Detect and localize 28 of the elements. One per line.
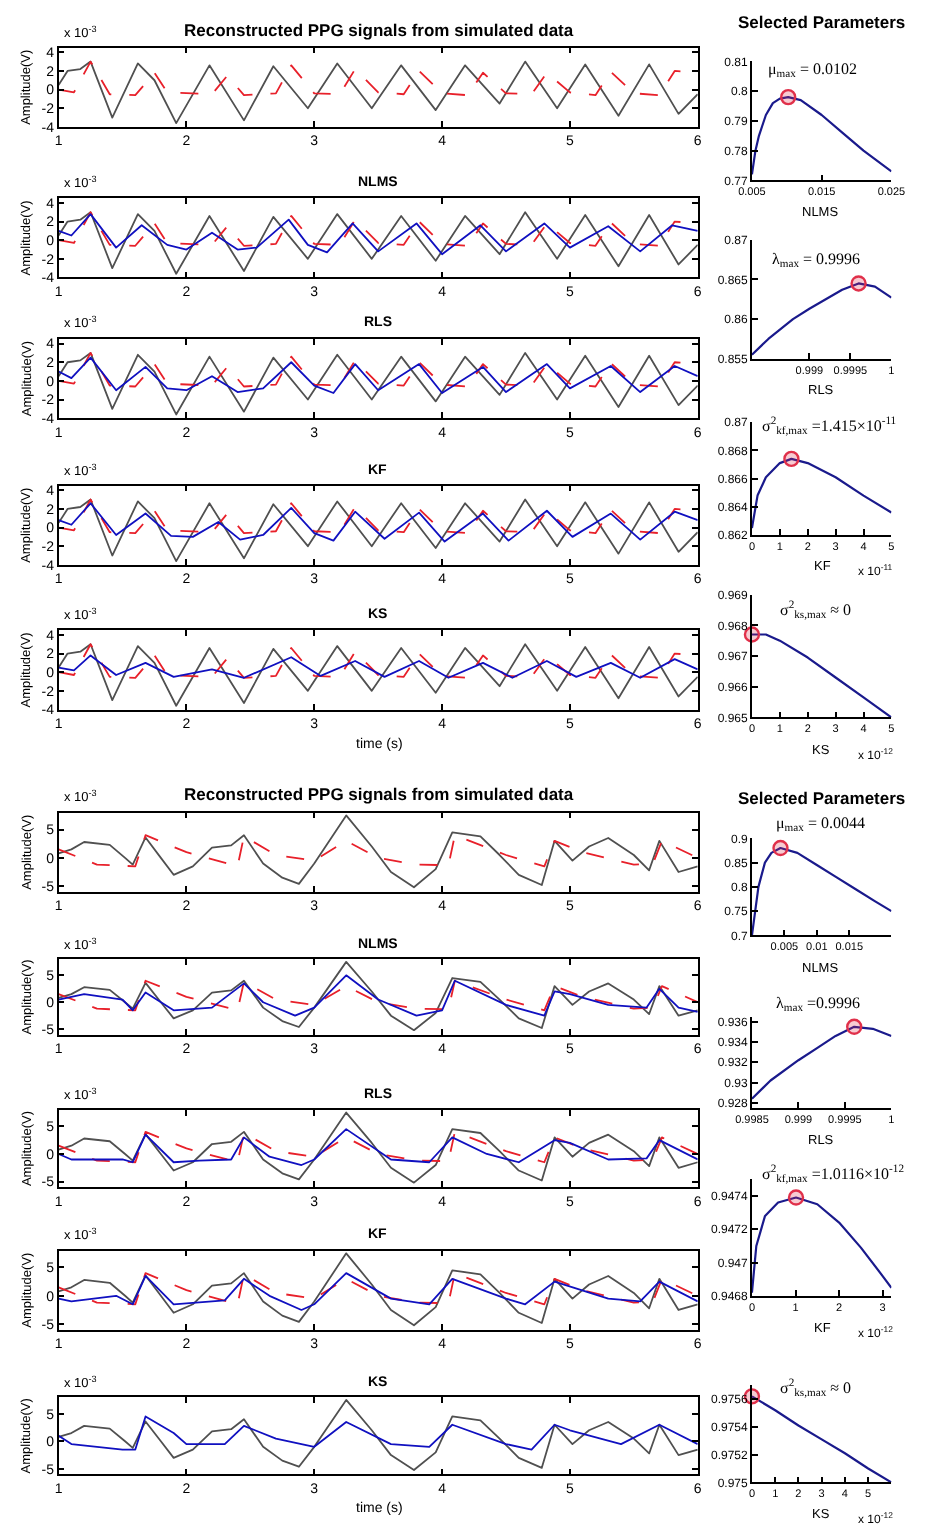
line-series — [58, 213, 698, 256]
line-series — [58, 1252, 698, 1327]
annotation: μ$_{max}$ = 0.0102 — [768, 60, 857, 82]
line-series — [58, 1111, 698, 1184]
annotation: σ$^{2}$$_{kf,max}$ =1.0116×10$^{-12}$ — [762, 1164, 905, 1187]
text: λ$_{max}$ =0.9996 — [776, 994, 861, 1016]
line-series — [58, 211, 698, 275]
line-series — [58, 1399, 698, 1471]
line-series — [58, 352, 698, 416]
line-series — [58, 502, 698, 543]
line-series — [58, 1415, 698, 1451]
chart-title: Selected Parameters — [738, 788, 906, 808]
annotation: σ$^{2}$$_{kf,max}$ =1.415×10$^{-11}$ — [762, 416, 897, 439]
annotation: σ$^{2}$$_{ks,max}$ ≈ 0 — [780, 600, 852, 623]
chart-title: Reconstructed PPG signals from simulated data — [184, 20, 574, 40]
annotation: λ$_{max}$ = 0.9996 — [772, 250, 861, 272]
chart-title: Reconstructed PPG signals from simulated data — [184, 784, 574, 804]
line-series — [58, 356, 698, 394]
line-series — [58, 960, 698, 1032]
line-series — [58, 643, 698, 707]
line-series — [58, 814, 698, 889]
line-series — [58, 60, 698, 125]
chart-title: Selected Parameters — [738, 12, 906, 32]
annotation: σ$^{2}$$_{ks,max}$ ≈ 0 — [780, 1378, 852, 1401]
line-series — [58, 654, 698, 679]
text: μ$_{max}$ = 0.0044 — [776, 814, 865, 836]
line-series — [58, 498, 698, 563]
line-series — [58, 834, 698, 868]
